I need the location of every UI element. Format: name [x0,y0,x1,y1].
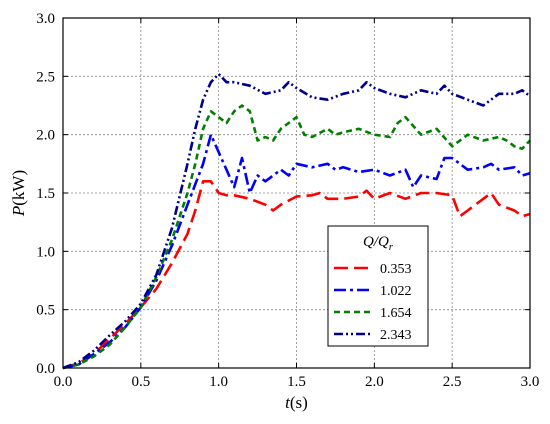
x-tick-label: 2.5 [443,374,462,390]
x-tick-label: 2.0 [365,374,384,390]
legend-title-main: Q/Q [363,234,389,250]
x-tick-label: 0.0 [54,374,73,390]
y-tick-label: 1.0 [36,244,55,260]
y-axis-variable: P [9,206,28,217]
grid [63,18,530,368]
y-tick-label: 1.5 [36,186,55,202]
legend-label: 2.343 [380,328,412,343]
series-line-2 [62,133,531,370]
legend-box [327,225,429,347]
legend-title-subscript: r [389,241,394,253]
legend-label: 1.022 [380,284,412,299]
series-line-4 [62,72,531,370]
y-tick-label: 3.0 [36,11,55,27]
legend-label: 1.654 [380,306,412,321]
x-tick-label: 3.0 [521,374,540,390]
y-axis-unit: (kW) [9,170,28,206]
y-tick-label: 2.5 [36,69,55,85]
legend-label: 0.353 [380,262,412,277]
legend-title: Q/Qr [363,234,394,253]
x-axis-label: t(s) [285,393,308,412]
series-line-3 [62,104,531,370]
x-axis-unit: (s) [290,393,308,412]
x-tick-label: 1.0 [209,374,228,390]
legend: Q/Qr 0.353 1.022 1.654 2.343 [327,225,429,347]
x-axis-variable: t [285,393,291,412]
series-group [62,72,531,370]
y-tick-label: 2.0 [36,128,55,144]
y-tick-label: 0.0 [36,361,55,377]
y-tick-label: 0.5 [36,303,55,319]
legend-items: 0.353 1.022 1.654 2.343 [334,262,412,343]
x-tick-label: 1.5 [287,374,306,390]
series-line-1 [62,180,531,370]
x-tick-label: 0.5 [131,374,150,390]
y-axis-label: P(kW) [9,170,28,217]
ticks [62,17,531,369]
tick-labels: 0.0 0.5 1.0 1.5 2.0 2.5 3.0 0.0 0.5 1.0 1.5 2.0 2.5 3… [36,11,539,390]
